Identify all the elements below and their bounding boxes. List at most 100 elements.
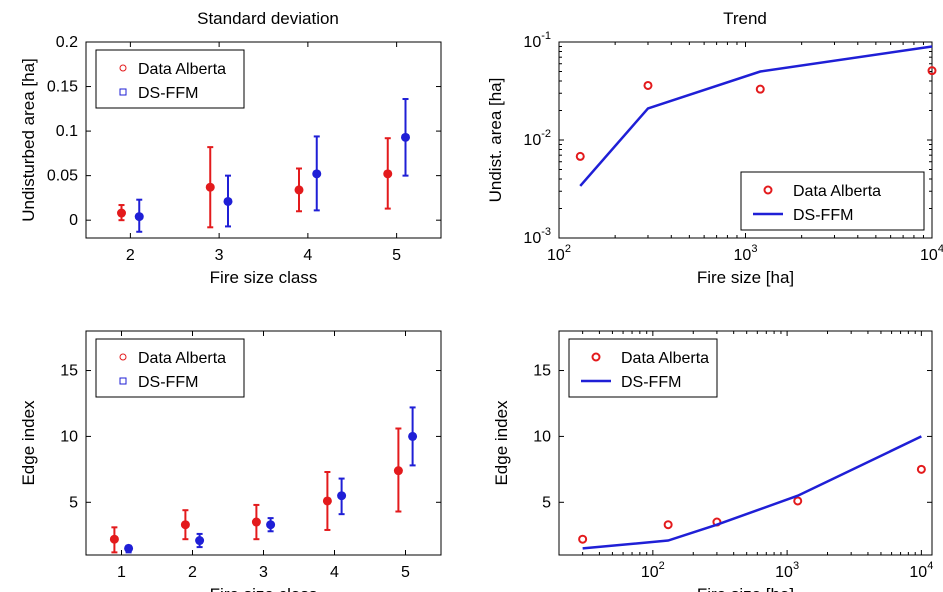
x-axis-label: Fire size [ha] <box>697 268 794 287</box>
data-point <box>180 520 190 530</box>
data-point <box>401 132 410 142</box>
data-point <box>927 66 937 76</box>
x-tick-exp: 4 <box>938 243 943 255</box>
legend-marker-swatch <box>119 64 127 72</box>
y-tick-base: 10 <box>523 132 541 149</box>
legend-item: DS-FFM <box>581 374 681 391</box>
data-point <box>643 80 653 90</box>
y-tick-label: 10 <box>60 428 78 445</box>
legend-label: Data Alberta <box>793 183 881 200</box>
legend: Data Alberta DS-FFM <box>568 338 718 398</box>
y-tick-exp: -3 <box>541 226 551 238</box>
x-tick-base: 10 <box>641 564 659 581</box>
x-axis-label: Fire size class <box>210 268 318 287</box>
x-tick-label: 2 <box>188 564 197 581</box>
legend: Data Alberta DS-FFM <box>95 338 245 398</box>
legend-label: DS-FFM <box>138 85 198 102</box>
x-tick-label: 2 <box>126 247 135 264</box>
x-tick-label: 103 <box>775 560 799 581</box>
legend-marker-swatch <box>119 377 127 385</box>
x-tick-exp: 3 <box>793 560 799 572</box>
data-point <box>663 520 673 530</box>
y-tick-label: 0.15 <box>47 79 78 96</box>
series-data-alberta <box>575 66 937 161</box>
x-tick-exp: 2 <box>659 560 665 572</box>
data-point <box>117 208 126 218</box>
y-tick-label: 0 <box>69 212 78 229</box>
y-axis-label: Undisturbed area [ha] <box>19 58 38 222</box>
legend: Data Alberta DS-FFM <box>740 171 925 231</box>
data-point <box>251 517 261 527</box>
data-point <box>109 534 119 544</box>
y-tick-label: 5 <box>542 494 551 511</box>
legend-item: DS-FFM <box>119 85 198 102</box>
y-axis-label: Edge index <box>492 400 511 486</box>
legend-box <box>568 338 718 398</box>
data-point <box>755 84 765 94</box>
legend-label: Data Alberta <box>621 350 709 367</box>
y-tick-label: 5 <box>69 494 78 511</box>
y-axis-label: Edge index <box>19 400 38 486</box>
x-tick-label: 104 <box>909 560 933 581</box>
data-point <box>312 169 322 179</box>
x-axis-label: Fire size class <box>210 585 318 592</box>
x-axis-label: Fire size [ha] <box>697 585 794 592</box>
x-tick-exp: 3 <box>751 243 757 255</box>
series-data-alberta <box>117 137 393 229</box>
x-tick-base: 10 <box>734 247 752 264</box>
x-tick-label: 104 <box>920 243 943 264</box>
x-tick-label: 5 <box>392 247 401 264</box>
data-point <box>294 185 304 195</box>
y-tick-label: 10-1 <box>523 30 551 51</box>
y-tick-label: 15 <box>60 363 78 380</box>
legend-item: DS-FFM <box>119 374 198 391</box>
series-data-alberta <box>109 427 403 554</box>
y-tick-label: 10-2 <box>523 128 551 149</box>
y-tick-label: 10 <box>533 428 551 445</box>
legend-label: Data Alberta <box>138 61 226 78</box>
legend-item: Data Alberta <box>119 61 226 78</box>
legend-item: DS-FFM <box>753 207 853 224</box>
data-point <box>575 151 585 161</box>
legend-box <box>95 49 245 109</box>
plot-frame <box>558 330 933 556</box>
data-point <box>337 491 347 501</box>
x-tick-label: 4 <box>303 247 312 264</box>
y-tick-base: 10 <box>523 230 541 247</box>
chart-sd-edge: 1 2 3 4 5 5 10 15 Fire size class Edge index Data … <box>19 330 442 592</box>
legend: Data Alberta DS-FFM <box>95 49 245 109</box>
legend-label: Data Alberta <box>138 350 226 367</box>
y-tick-label: 10-3 <box>523 226 551 247</box>
data-point <box>578 534 588 544</box>
data-point <box>266 520 276 530</box>
x-tick-label: 3 <box>215 247 224 264</box>
x-tick-base: 10 <box>920 247 938 264</box>
series-data-alberta <box>578 464 926 544</box>
y-tick-label: 0.1 <box>56 123 78 140</box>
legend-item: Data Alberta <box>119 350 226 367</box>
data-point <box>124 543 134 553</box>
legend-marker-swatch <box>119 353 127 361</box>
y-tick-label: 15 <box>533 363 551 380</box>
data-point <box>408 431 418 441</box>
y-axis-label: Undist. area [ha] <box>486 78 505 203</box>
data-point <box>134 212 144 222</box>
x-tick-label: 1 <box>117 564 126 581</box>
legend-label: DS-FFM <box>621 374 681 391</box>
data-point <box>223 196 233 206</box>
chart-panels: 2 3 4 5 0 0.05 0.1 0.15 0.2 Fire size class Undist… <box>19 30 943 592</box>
legend-item: Data Alberta <box>763 183 881 200</box>
legend-item: Data Alberta <box>591 350 709 367</box>
data-point <box>393 466 403 476</box>
x-tick-label: 5 <box>401 564 410 581</box>
chart-trend-edge: 10210310451015Fire size [ha]Edge indexDa… <box>492 330 933 592</box>
legend-box <box>95 338 245 398</box>
series-ds-ffm <box>579 45 933 187</box>
x-tick-base: 10 <box>909 564 927 581</box>
legend-label: DS-FFM <box>793 207 853 224</box>
x-tick-base: 10 <box>775 564 793 581</box>
legend-marker-swatch <box>119 88 127 96</box>
series-line <box>579 45 933 187</box>
